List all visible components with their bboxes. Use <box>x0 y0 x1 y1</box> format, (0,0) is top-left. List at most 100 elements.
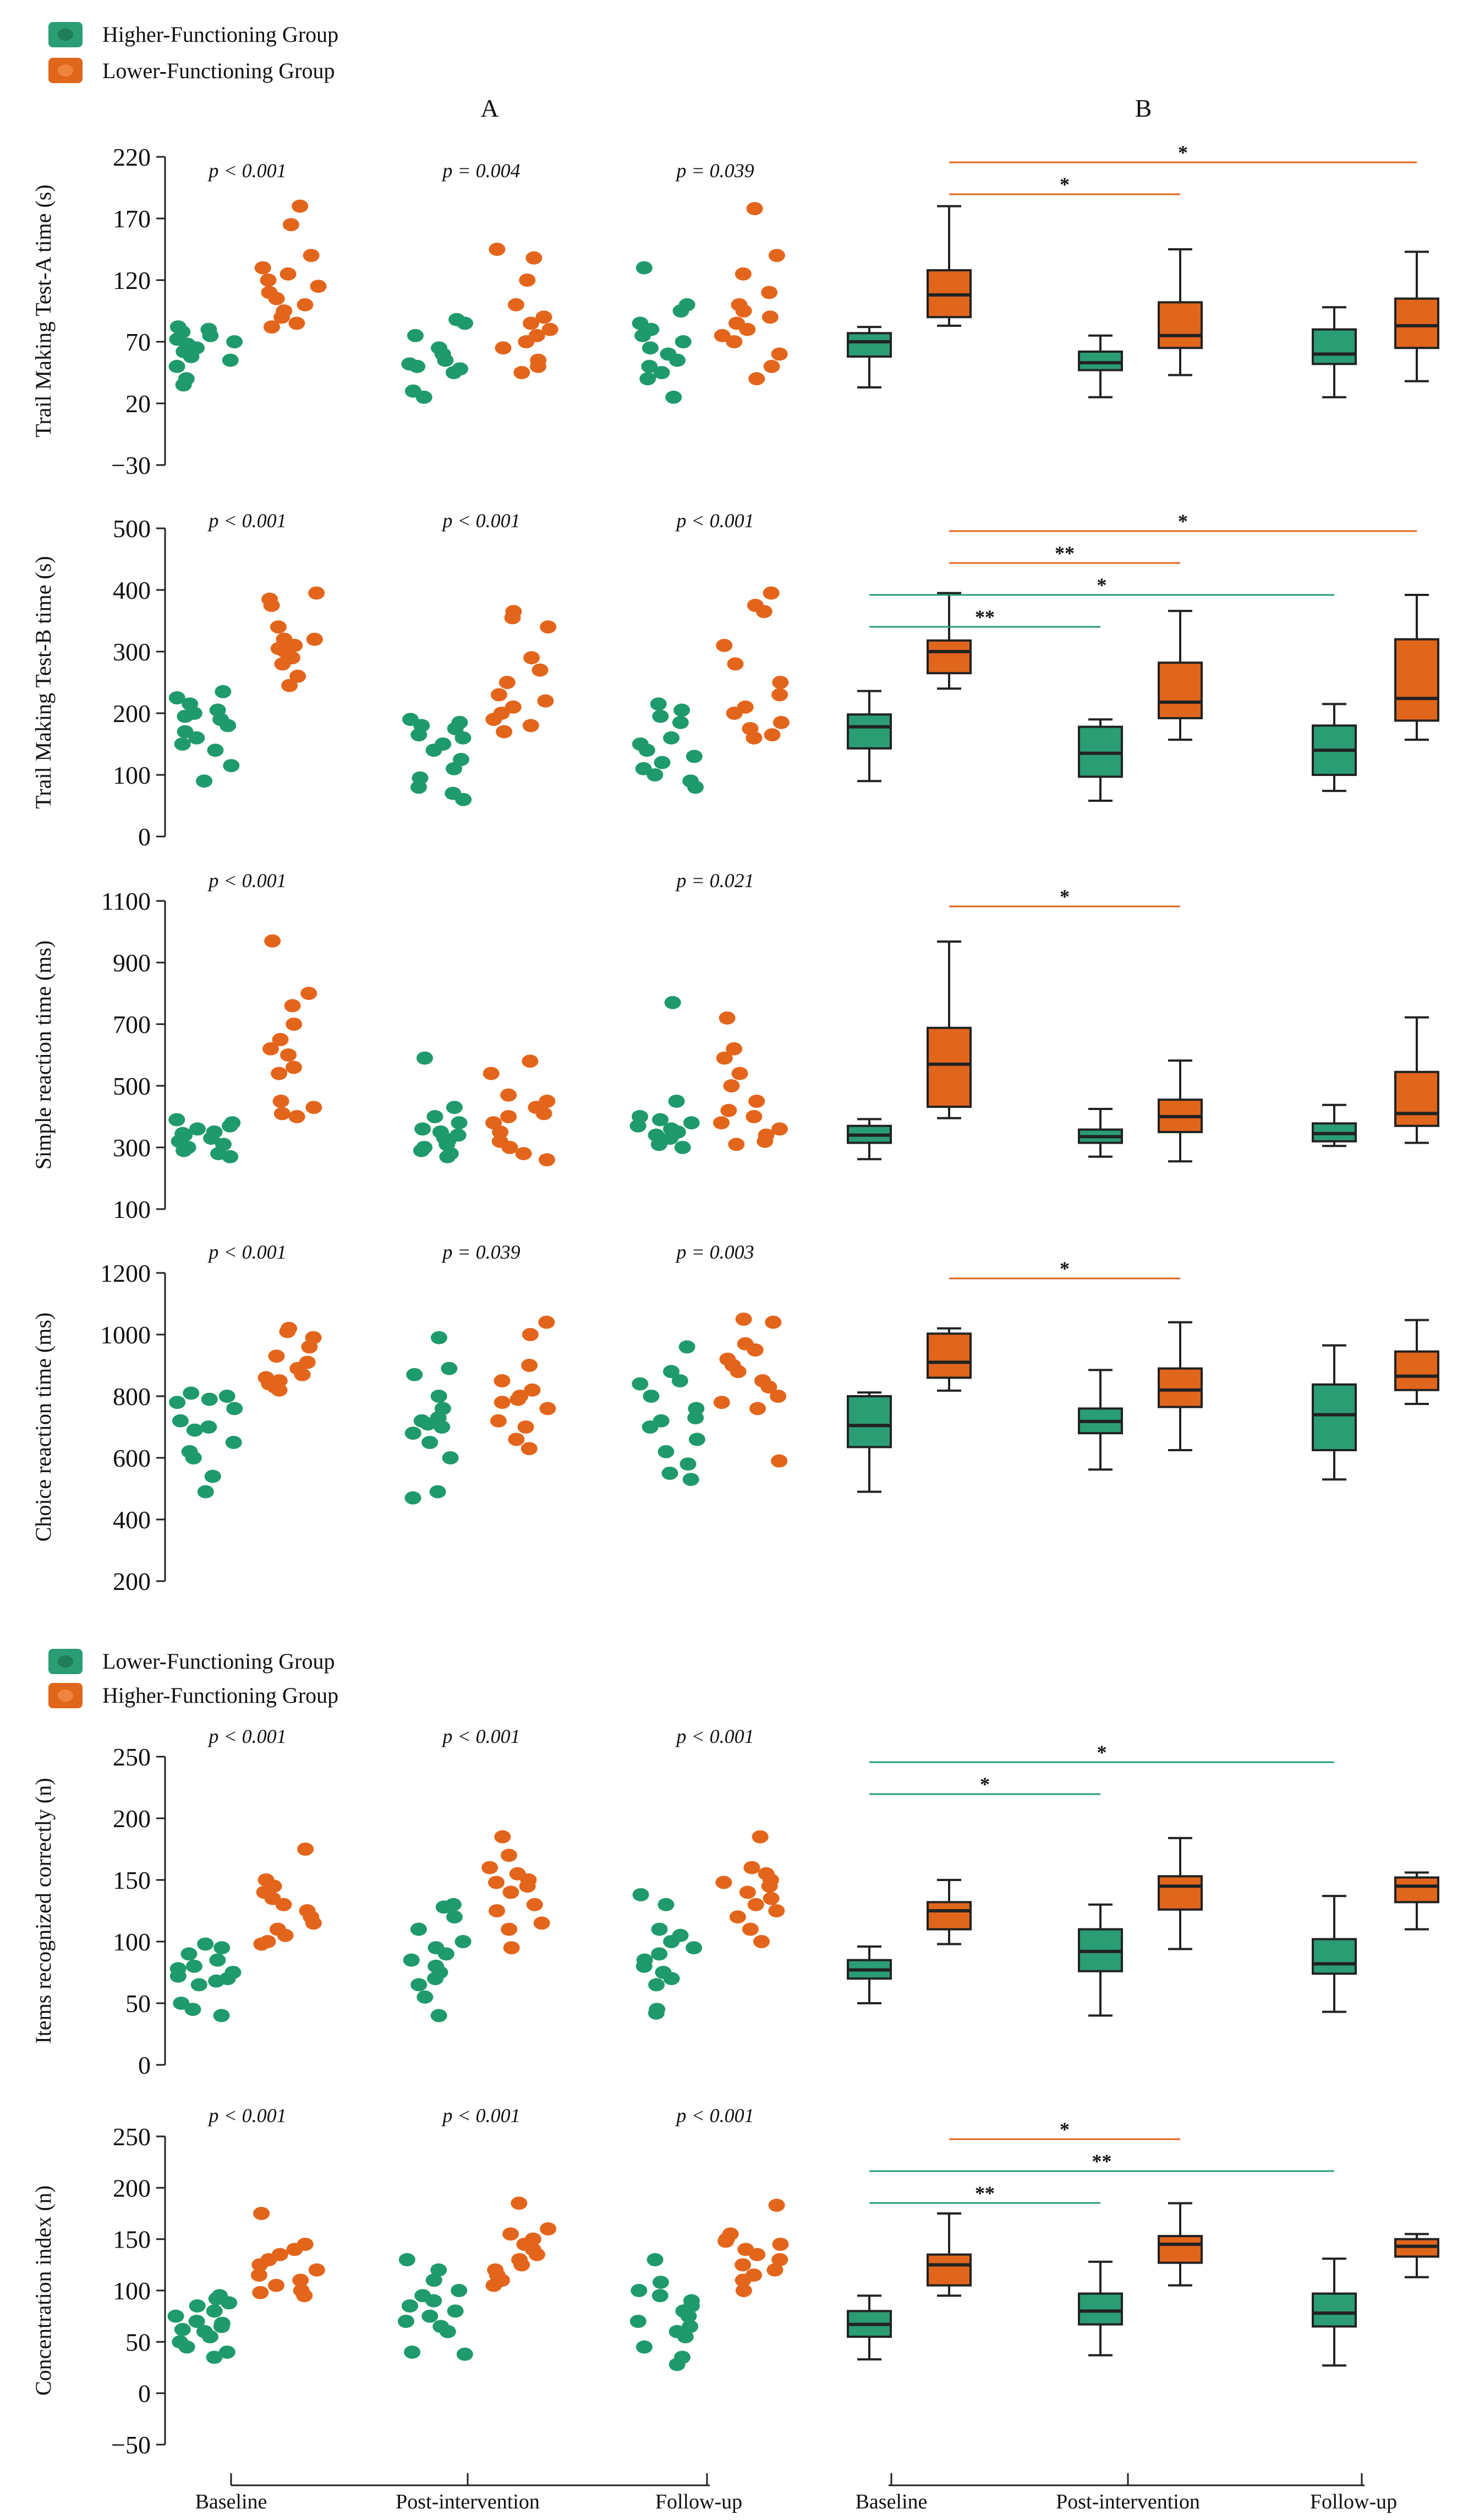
scatter-dot-orange <box>716 638 733 652</box>
box-orange <box>927 205 972 327</box>
box-orange <box>1158 2202 1203 2287</box>
y-tick-label: 400 <box>113 576 151 604</box>
scatter-dot-green <box>189 2299 206 2313</box>
scatter-dot-green <box>169 1969 187 1983</box>
scatter-dot-orange <box>501 1849 518 1862</box>
box-green <box>1078 1108 1123 1158</box>
scatter-dot-orange <box>771 1122 788 1136</box>
scatter-dot-orange <box>280 1048 297 1062</box>
scatter-dot-green <box>652 709 669 723</box>
scatter-dot-green <box>201 2330 218 2343</box>
scatter-dot-green <box>671 1374 688 1387</box>
scatter-dot-orange <box>735 2284 752 2297</box>
significance-mark: * <box>1097 574 1107 596</box>
y-tick-label: 50 <box>125 1989 151 2018</box>
scatter-dot-green <box>672 304 689 318</box>
scatter-dot-green <box>425 2294 442 2308</box>
box-body <box>1312 1938 1357 1975</box>
scatter-dot-green <box>196 774 213 788</box>
p-value-label: p < 0.001 <box>207 510 286 532</box>
scatter-dot-green <box>632 1377 649 1391</box>
scatter-dot-green <box>425 744 442 757</box>
scatter-dot-orange <box>761 1879 778 1893</box>
x-label-left-baseline: Baseline <box>195 2490 267 2513</box>
scatter-dot-orange <box>716 1051 733 1065</box>
scatter-dot-orange <box>540 620 557 634</box>
scatter-dot-orange <box>288 316 305 330</box>
scatter-dot-orange <box>523 316 540 330</box>
scatter-dot-green <box>213 1941 231 1955</box>
p-value-label: p < 0.001 <box>441 1725 520 1747</box>
scatter-dot-orange <box>507 298 524 311</box>
y-tick-label: 800 <box>113 1382 151 1411</box>
scatter-dot-green <box>451 2284 468 2297</box>
y-tick-label: 0 <box>138 2380 151 2408</box>
scatter-dot-orange <box>763 1892 780 1905</box>
scatter-dot-orange <box>748 1095 765 1108</box>
box-body <box>927 639 972 675</box>
scatter-dot-orange <box>274 657 291 671</box>
scatter-dot-green <box>207 744 224 757</box>
scatter-dot-orange <box>250 2268 267 2282</box>
scatter-dot-green <box>223 759 240 773</box>
scatter-dot-green <box>651 1922 668 1936</box>
scatter-dot-orange <box>282 218 299 232</box>
legend-top: Higher-Functioning Group Lower-Functioni… <box>48 22 338 83</box>
scatter-dot-green <box>657 1445 675 1458</box>
box-green <box>1312 703 1357 792</box>
scatter-dot-green <box>657 1898 675 1911</box>
box-orange <box>1394 593 1439 741</box>
scatter-dot-orange <box>272 1033 289 1046</box>
scatter-dot-green <box>454 731 472 745</box>
y-tick-label: 0 <box>138 823 151 851</box>
panel-label-b: B <box>1135 94 1152 122</box>
scatter-dot-green <box>683 1116 700 1130</box>
scatter-dot-green <box>398 2253 415 2266</box>
scatter-dot-orange <box>483 1067 500 1080</box>
y-tick-label: 150 <box>113 1866 151 1894</box>
box-body <box>1158 301 1203 349</box>
p-value-label: p < 0.001 <box>441 2104 520 2127</box>
scatter-dot-orange <box>297 298 314 311</box>
scatter-dot-green <box>218 2346 235 2359</box>
scatter-dot-orange <box>271 1383 288 1397</box>
scatter-dot-green <box>646 768 664 781</box>
y-axis-label: Simple reaction time (ms) <box>31 941 56 1170</box>
box-body <box>1078 2292 1123 2326</box>
box-body <box>927 1026 972 1108</box>
box-body <box>1394 297 1439 349</box>
scatter-dot-green <box>397 2315 414 2328</box>
scatter-dot-green <box>206 2304 223 2318</box>
scatter-dot-green <box>177 709 194 723</box>
chart-rows: 220 170 120 70 20 −30 Trail Making Test-A time… <box>31 141 1439 2459</box>
scatter-dot-orange <box>509 1392 527 1406</box>
scatter-dot-green <box>419 1417 436 1431</box>
scatter-dot-orange <box>306 632 323 646</box>
p-value-label: p = 0.003 <box>675 1241 754 1263</box>
box-orange <box>927 940 972 1119</box>
scatter-dot-green <box>680 1457 697 1471</box>
box-green <box>1078 2260 1123 2357</box>
scatter-dot-green <box>215 685 232 698</box>
x-label-right-baseline: Baseline <box>856 2490 928 2513</box>
box-green <box>847 1391 892 1493</box>
scatter-dot-orange <box>726 335 743 348</box>
box-body <box>1158 662 1203 719</box>
scatter-dot-green <box>401 2299 418 2313</box>
box-green <box>1312 306 1357 398</box>
scatter-dot-green <box>641 359 658 373</box>
scatter-dot-green <box>174 2322 191 2336</box>
y-tick-label: 200 <box>113 2174 151 2202</box>
y-tick-label: 200 <box>113 1567 151 1595</box>
scatter-dot-orange <box>292 2273 309 2287</box>
scatter-dot-green <box>208 1974 225 1988</box>
scatter-dot-orange <box>292 199 309 213</box>
scatter-dot-orange <box>489 1904 506 1917</box>
scatter-dot-green <box>425 2273 442 2287</box>
scatter-dot-green <box>430 2009 447 2022</box>
scatter-dot-green <box>416 1051 433 1065</box>
scatter-dot-green <box>189 1122 206 1136</box>
scatter-dot-orange <box>524 1383 541 1397</box>
scatter-dot-orange <box>761 286 778 299</box>
